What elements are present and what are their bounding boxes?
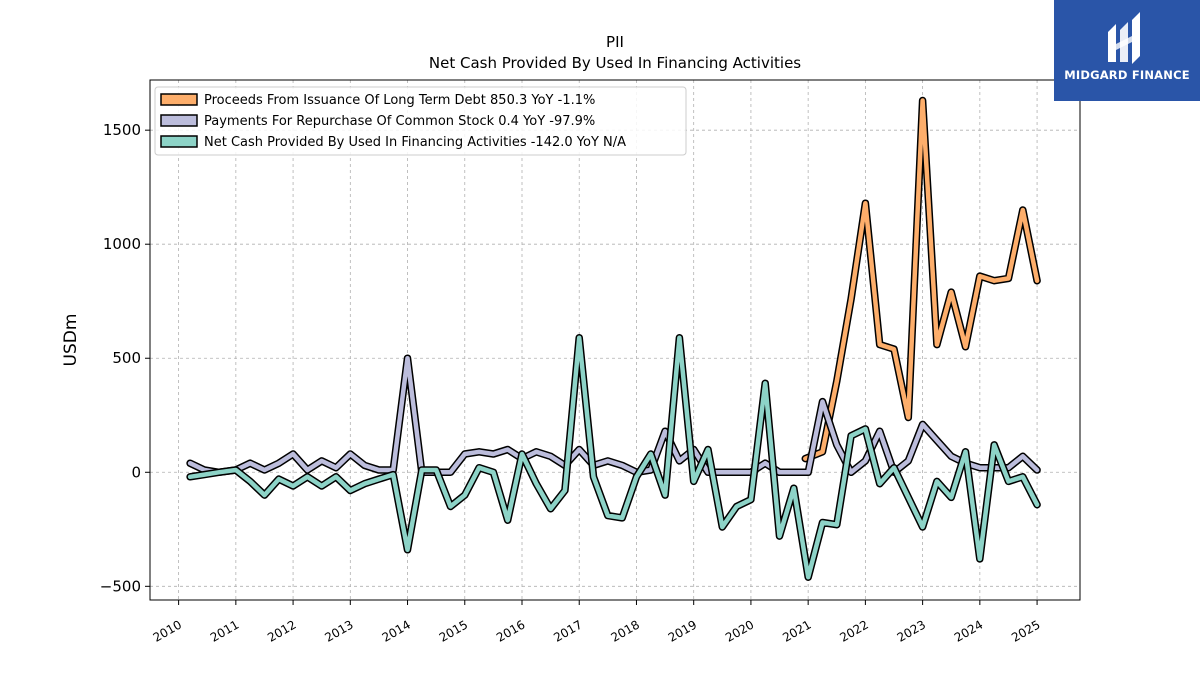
grid [150,80,1080,600]
logo-text: MIDGARD FINANCE [1064,68,1190,82]
chart-subtitle: Net Cash Provided By Used In Financing A… [429,54,801,72]
x-tick-label: 2019 [666,617,699,644]
x-tick-label: 2023 [895,617,928,644]
legend-swatch-1 [160,114,198,127]
y-tick-label: 500 [112,349,141,367]
y-tick-label: 1000 [103,235,141,253]
legend-swatch-2 [160,135,198,148]
x-tick-label: 2021 [780,617,813,644]
x-tick-label: 2016 [494,617,527,644]
x-tick-label: 2025 [1009,617,1042,644]
x-tick-label: 2013 [322,617,355,644]
chart-title: PII [606,33,624,51]
y-axis-label: USDm [61,314,81,367]
x-tick-label: 2020 [723,617,756,644]
series-line-2 [187,335,1040,580]
x-tick-label: 2015 [437,617,470,644]
legend: Proceeds From Issuance Of Long Term Debt… [154,86,687,156]
series-layer [186,96,1041,581]
legend-swatch-0 [160,93,198,106]
y-tick-label: 0 [131,463,141,481]
plot-frame [149,79,1081,601]
y-tick-label: 1500 [103,121,141,139]
logo: MIDGARD FINANCE [1054,0,1200,101]
x-tick-label: 2017 [551,617,584,644]
x-tick-label: 2014 [380,617,413,644]
y-tick-label: −500 [100,577,141,595]
x-tick-label: 2010 [151,617,184,644]
x-tick-label: 2022 [837,617,870,644]
x-tick-label: 2018 [609,617,642,644]
x-tick-label: 2011 [208,617,241,644]
logo-icon [1108,12,1140,64]
legend-label-0: Proceeds From Issuance Of Long Term Debt… [204,93,595,108]
legend-box [154,86,687,156]
y-axis: −500 0 500 1000 1500 [100,121,150,595]
series-line-0 [803,98,1040,461]
x-axis: 2010 2011 2012 2013 2014 2015 2016 2017 2018 2019… [151,600,1043,645]
x-tick-label: 2024 [952,617,985,644]
x-tick-label: 2012 [265,617,298,644]
legend-label-1: Payments For Repurchase Of Common Stock … [204,114,595,129]
legend-label-2: Net Cash Provided By Used In Financing A… [204,135,626,150]
